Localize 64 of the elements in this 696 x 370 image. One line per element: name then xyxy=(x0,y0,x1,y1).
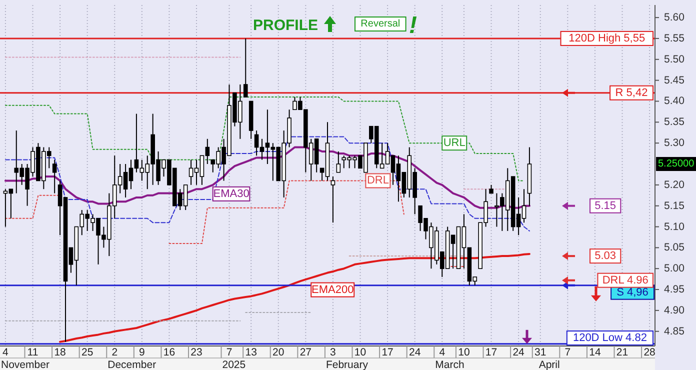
text: 2025 xyxy=(222,359,246,370)
x-tick-label: 14 xyxy=(589,346,601,358)
ref-line-label: S 4,96 xyxy=(616,286,648,298)
x-tick-label: 4 xyxy=(2,346,9,358)
x-tick-label: 3 xyxy=(330,346,336,358)
x-tick-label: 4 xyxy=(439,346,446,358)
ref-line-label: 120D Low 4.82 xyxy=(572,332,647,344)
x-tick-label: 24 xyxy=(408,346,421,358)
text: 5.25000 xyxy=(658,158,695,170)
candlestick xyxy=(243,38,248,98)
ref-line-label: R 5,42 xyxy=(615,86,648,99)
text: PROFILE xyxy=(253,17,318,34)
y-tick-label: 5.10 xyxy=(664,220,685,233)
x-tick-label: 9 xyxy=(138,346,145,358)
x-tick-label: 7 xyxy=(564,346,571,358)
x-tick-label: 28 xyxy=(644,346,656,358)
annotation: DRL 4.96 xyxy=(602,274,648,286)
annotation: Reversal xyxy=(360,18,400,30)
x-tick-label: 21 xyxy=(616,346,628,358)
y-tick-label: 5.20 xyxy=(664,178,685,191)
y-tick-label: 5.55 xyxy=(664,32,685,44)
x-tick-label: 24 xyxy=(512,346,525,358)
annotation: 5.15 xyxy=(594,200,616,212)
x-tick-label: 25 xyxy=(81,346,94,358)
text: November xyxy=(1,359,50,370)
y-tick-label: 4.95 xyxy=(664,284,685,296)
x-tick-label: 17 xyxy=(382,346,394,358)
x-tick-label: 27 xyxy=(300,346,312,358)
y-tick-label: 5.30 xyxy=(664,137,685,150)
text: February xyxy=(326,359,369,370)
annotation: ! xyxy=(409,12,417,39)
x-tick-label: 23 xyxy=(190,346,202,358)
y-tick-label: 5.40 xyxy=(664,95,685,108)
ref-line-label: 120D High 5,55 xyxy=(568,32,646,44)
line-series xyxy=(59,252,530,343)
text: March xyxy=(435,359,464,370)
y-tick-label: 5.35 xyxy=(664,116,685,128)
series-label: EMA200 xyxy=(312,284,354,296)
y-tick-label: 5.45 xyxy=(664,74,685,86)
y-tick-label: 5.60 xyxy=(664,12,685,24)
x-tick-label: 18 xyxy=(54,346,66,358)
y-tick-label: 5.50 xyxy=(664,53,685,66)
x-tick-label: 13 xyxy=(245,346,258,358)
text: December xyxy=(108,359,157,370)
x-tick-label: 7 xyxy=(226,346,232,358)
candlestick xyxy=(336,150,341,173)
x-tick-label: 10 xyxy=(354,346,366,358)
y-tick-label: 5.15 xyxy=(664,200,685,212)
x-tick-label: 2 xyxy=(112,346,118,358)
y-tick-label: 5.05 xyxy=(664,242,685,254)
x-tick-label: 17 xyxy=(485,346,498,358)
x-tick-label: 20 xyxy=(272,346,284,358)
candlestick xyxy=(330,176,336,224)
annotation: 5.03 xyxy=(594,250,616,262)
y-tick-label: 4.90 xyxy=(664,304,685,316)
x-tick-label: 10 xyxy=(458,346,470,358)
series-label: EMA30 xyxy=(213,188,250,200)
x-tick-label: 11 xyxy=(27,346,38,358)
x-tick-label: 31 xyxy=(534,346,546,358)
y-tick-label: 4.85 xyxy=(664,325,685,338)
text: April xyxy=(538,359,560,370)
x-tick-label: 16 xyxy=(163,346,176,358)
y-tick-label: 5.00 xyxy=(664,262,685,275)
candlestick xyxy=(52,159,57,194)
